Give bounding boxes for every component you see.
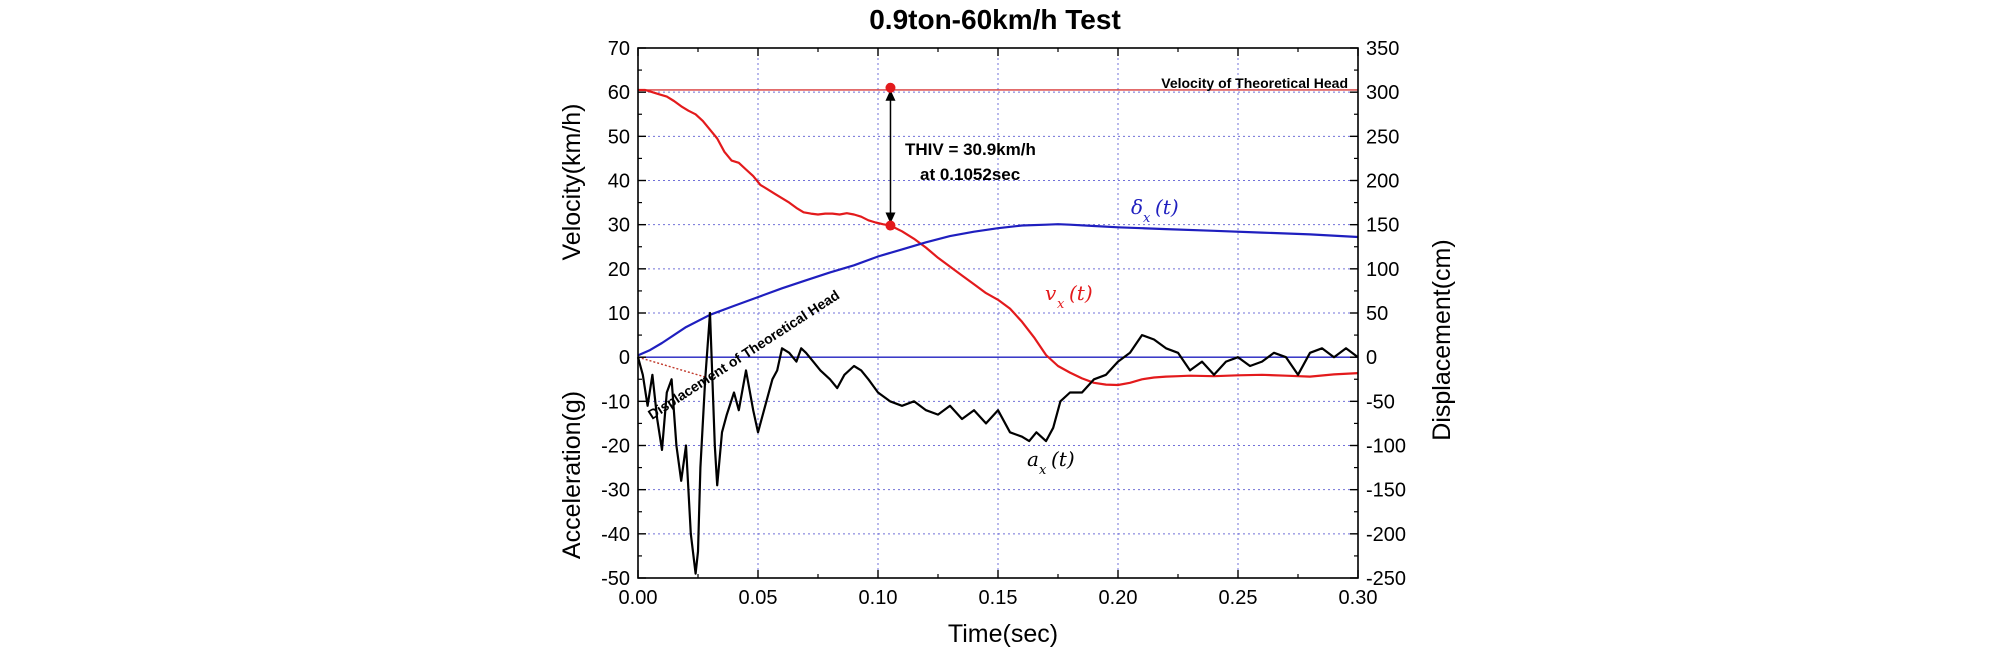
thiv-point-bottom (885, 220, 896, 231)
y-right-tick-label: 0 (1366, 347, 1377, 369)
y-right-tick-label: -200 (1366, 524, 1406, 546)
y-right-tick-label: -250 (1366, 568, 1406, 590)
series-label-a: a x (t) (1027, 447, 1075, 478)
y-right-tick-label: -150 (1366, 480, 1406, 502)
displacement-theoretical-head-line (637, 356, 706, 378)
y-left-tick-label: -20 (601, 436, 630, 458)
y-left-tick-label: 10 (608, 303, 630, 325)
y-right-tick-label: 200 (1366, 171, 1399, 193)
series-label-arg: (t) (1069, 281, 1093, 305)
velocity-theoretical-head-label: Velocity of Theoretical Head (1161, 75, 1348, 91)
series-label-arg: (t) (1155, 195, 1179, 219)
x-tick-label: 0.30 (1339, 587, 1378, 609)
x-tick-label: 0.25 (1219, 587, 1258, 609)
series-line-velocity (638, 88, 1359, 387)
y-right-tick-label: -100 (1366, 436, 1406, 458)
x-tick-label: 0.05 (739, 587, 778, 609)
series-line-acceleration (636, 311, 1359, 575)
series-label-symbol: a (1027, 447, 1039, 471)
y-right-tick-label: 50 (1366, 303, 1388, 325)
series-label-v: v x (t) (1045, 281, 1093, 312)
series-line-displacement (637, 223, 1359, 357)
y-axis-title-velocity: Velocity(km/h) (558, 104, 586, 261)
x-tick-label: 0.10 (859, 587, 898, 609)
thiv-label-line2: at 0.1052sec (920, 165, 1020, 184)
series-label-subscript: x (1143, 211, 1151, 226)
y-right-tick-label: 350 (1366, 38, 1399, 60)
x-tick-label: 0.15 (979, 587, 1018, 609)
y-left-tick-label: -30 (601, 480, 630, 502)
series-label-subscript: x (1057, 297, 1065, 312)
y-left-tick-label: 0 (619, 347, 630, 369)
chart-title: 0.9ton-60km/h Test (869, 4, 1121, 35)
y-left-tick-label: -50 (601, 568, 630, 590)
series-layer (636, 88, 1359, 575)
x-axis-title: Time(sec) (948, 620, 1058, 648)
annotations: v x (t)δ x (t)a x (t)THIV = 30.9km/hat 0.1052s… (645, 75, 1348, 478)
thiv-arrow-head-up (885, 89, 896, 101)
displacement-theoretical-head-label: Displacement of Theoretical Head (645, 287, 842, 423)
y-left-tick-label: 30 (608, 215, 630, 237)
grid (638, 48, 1358, 578)
y-right-tick-label: 150 (1366, 215, 1399, 237)
axes: 0.00 0.05 0.10 0.15 0.20 0.25 0.30 70 60 50 40 30 20… (601, 38, 1406, 609)
series-label-symbol: δ (1131, 195, 1143, 219)
y-axis-title-acceleration: Acceleration(g) (558, 391, 586, 559)
x-tick-label: 0.00 (619, 587, 658, 609)
y-left-tick-label: -40 (601, 524, 630, 546)
y-axis-title-displacement: Displacement(cm) (1428, 239, 1456, 440)
thiv-arrow-head-down (885, 212, 896, 224)
y-left-tick-label: 20 (608, 259, 630, 281)
y-left-tick-label: 60 (608, 82, 630, 104)
y-left-tick-label: 50 (608, 126, 630, 148)
thiv-point-top (885, 82, 896, 93)
y-left-tick-label: 40 (608, 171, 630, 193)
series-label-symbol: v (1045, 281, 1057, 305)
series-label-arg: (t) (1051, 447, 1075, 471)
y-left-tick-label: 70 (608, 38, 630, 60)
series-label-subscript: x (1039, 463, 1047, 478)
y-right-tick-label: 100 (1366, 259, 1399, 281)
y-right-tick-label: -50 (1366, 391, 1395, 413)
x-tick-label: 0.20 (1099, 587, 1138, 609)
y-right-tick-label: 300 (1366, 82, 1399, 104)
thiv-label-line1: THIV = 30.9km/h (905, 140, 1036, 159)
y-left-tick-label: -10 (601, 391, 630, 413)
y-right-tick-label: 250 (1366, 126, 1399, 148)
series-label-δ: δ x (t) (1131, 195, 1179, 226)
